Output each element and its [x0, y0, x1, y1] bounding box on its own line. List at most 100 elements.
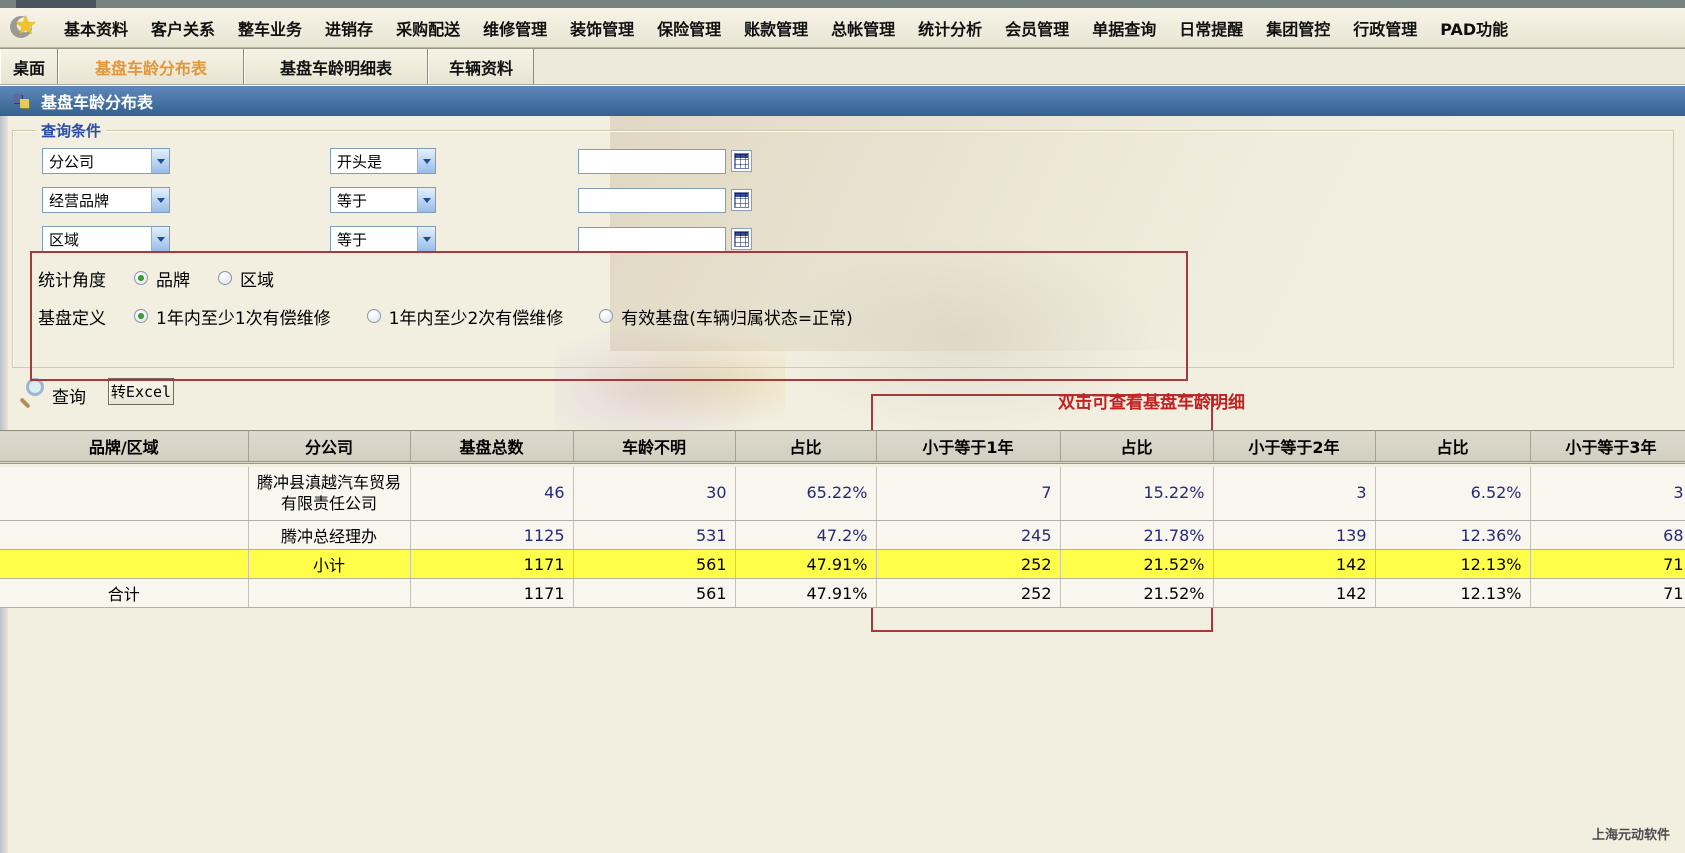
radio-option-valid-base-label: 有效基盘(车辆归属状态=正常): [621, 308, 853, 329]
chevron-down-icon[interactable]: [417, 227, 435, 251]
stat-angle-row: 统计角度 品牌 区域: [38, 266, 274, 291]
menu-items: 基本资料 客户关系 整车业务 进销存 采购配送 维修管理 装饰管理 保险管理 账…: [52, 16, 1508, 40]
operator-select-1[interactable]: 开头是: [330, 148, 436, 174]
base-definition-row: 基盘定义 1年内至少1次有偿维修 1年内至少2次有偿维修 有效基盘(车辆归属状态…: [38, 304, 853, 329]
header-ratio-1: 占比: [735, 430, 877, 464]
menu-item-repair-management[interactable]: 维修管理: [483, 19, 548, 39]
search-icon[interactable]: [16, 376, 46, 409]
base-definition-label: 基盘定义: [38, 308, 106, 329]
radio-checked-icon[interactable]: [134, 271, 148, 285]
export-excel-button[interactable]: 转Excel: [108, 378, 174, 405]
query-conditions-legend: 查询条件: [36, 120, 107, 141]
chevron-down-icon[interactable]: [151, 149, 169, 173]
radio-checked-icon[interactable]: [134, 309, 148, 323]
radio-option-one-paid-repair-label: 1年内至少1次有偿维修: [156, 308, 331, 329]
app-logo: ★: [0, 10, 52, 46]
menu-item-pad-function[interactable]: PAD功能: [1440, 19, 1509, 39]
menu-item-member-management[interactable]: 会员管理: [1005, 19, 1070, 39]
tab-base-age-detail[interactable]: 基盘车龄明细表: [244, 49, 428, 84]
menu-item-accounts-management[interactable]: 账款管理: [744, 19, 809, 39]
star-icon: ★: [14, 10, 38, 41]
menu-item-group-control[interactable]: 集团管控: [1266, 19, 1331, 39]
header-le-1-year: 小于等于1年: [876, 430, 1061, 464]
operator-select-2[interactable]: 等于: [330, 187, 436, 213]
field-select-3[interactable]: 区域: [42, 226, 170, 252]
value-input-3[interactable]: [578, 227, 726, 252]
table-row-gm-office[interactable]: 腾冲总经理办 1125 531 47.2% 245 21.78% 139 12.…: [0, 520, 1685, 550]
menu-item-general-ledger[interactable]: 总帐管理: [831, 19, 896, 39]
menu-item-statistics-analysis[interactable]: 统计分析: [918, 19, 983, 39]
main-menu-bar: ★ 基本资料 客户关系 整车业务 进销存 采购配送 维修管理 装饰管理 保险管理…: [0, 8, 1685, 48]
table-row-subtotal[interactable]: 小计 1171 561 47.91% 252 21.52% 142 12.13%…: [0, 549, 1685, 579]
header-le-2-years: 小于等于2年: [1213, 430, 1376, 464]
calendar-picker-button-1[interactable]: [731, 150, 752, 172]
chevron-down-icon[interactable]: [151, 188, 169, 212]
header-brand-region: 品牌/区域: [0, 430, 249, 464]
radio-option-two-paid-repairs-label: 1年内至少2次有偿维修: [388, 308, 564, 329]
radio-option-one-paid-repair[interactable]: 1年内至少1次有偿维修: [134, 304, 331, 329]
report-icon: [13, 93, 31, 109]
field-select-2-value: 经营品牌: [49, 191, 110, 210]
header-ratio-3: 占比: [1375, 430, 1531, 464]
tab-bar: 桌面 基盘车龄分布表 基盘车龄明细表 车辆资料: [0, 48, 1685, 86]
tab-desktop[interactable]: 桌面: [0, 49, 58, 84]
chevron-down-icon[interactable]: [151, 227, 169, 251]
calendar-picker-button-2[interactable]: [731, 189, 752, 211]
menu-item-purchase-delivery[interactable]: 采购配送: [396, 19, 461, 39]
menu-item-administration[interactable]: 行政管理: [1353, 19, 1418, 39]
query-button[interactable]: 查询: [52, 388, 86, 408]
radio-option-region[interactable]: 区域: [218, 266, 274, 291]
radio-unchecked-icon[interactable]: [366, 309, 381, 323]
table-row-grand-total[interactable]: 合计 1171 561 47.91% 252 21.52% 142 12.13%…: [0, 578, 1685, 608]
operator-select-3[interactable]: 等于: [330, 226, 436, 252]
header-age-unknown: 车龄不明: [573, 430, 736, 464]
operator-select-3-value: 等于: [337, 230, 368, 249]
page-title: 基盘车龄分布表: [41, 93, 154, 112]
chevron-down-icon[interactable]: [417, 149, 435, 173]
tab-base-age-distribution[interactable]: 基盘车龄分布表: [58, 49, 244, 84]
field-select-1[interactable]: 分公司: [42, 148, 170, 174]
operator-select-1-value: 开头是: [337, 152, 383, 171]
calendar-picker-button-3[interactable]: [731, 228, 752, 250]
toolbar: 查询 转Excel: [0, 376, 1685, 410]
header-branch: 分公司: [248, 430, 411, 464]
radio-option-two-paid-repairs[interactable]: 1年内至少2次有偿维修: [366, 304, 564, 329]
menu-item-basic-data[interactable]: 基本资料: [64, 19, 129, 39]
radio-option-region-label: 区域: [240, 270, 274, 291]
menu-item-daily-reminder[interactable]: 日常提醒: [1179, 19, 1244, 39]
page-title-bar: 基盘车龄分布表: [0, 86, 1685, 116]
calendar-icon: [734, 153, 749, 169]
vendor-watermark: 上海元动软件: [1591, 828, 1670, 843]
table-row-dianyue-company[interactable]: 腾冲县滇越汽车贸易有限责任公司 46 30 65.22% 7 15.22% 3 …: [0, 466, 1685, 521]
menu-item-vehicle-business[interactable]: 整车业务: [238, 19, 303, 39]
field-select-3-value: 区域: [49, 230, 80, 249]
header-ratio-2: 占比: [1060, 430, 1214, 464]
radio-option-brand-label: 品牌: [156, 270, 190, 291]
header-base-total: 基盘总数: [410, 430, 574, 464]
field-select-1-value: 分公司: [49, 152, 95, 171]
menu-item-inventory[interactable]: 进销存: [325, 19, 374, 39]
table-spacer-row: [0, 462, 1685, 467]
value-input-1[interactable]: [578, 149, 726, 174]
operator-select-2-value: 等于: [337, 191, 368, 210]
menu-item-insurance-management[interactable]: 保险管理: [657, 19, 722, 39]
radio-unchecked-icon[interactable]: [218, 271, 232, 285]
table-header-row: 品牌/区域 分公司 基盘总数 车龄不明 占比 小于等于1年 占比 小于等于2年 …: [0, 430, 1685, 464]
value-input-2[interactable]: [578, 188, 726, 213]
radio-option-brand[interactable]: 品牌: [134, 266, 190, 291]
crescent-icon: [10, 15, 32, 38]
menu-item-document-query[interactable]: 单据查询: [1092, 19, 1157, 39]
window-top-strip: [0, 0, 1685, 8]
annotation-hint-text: 双击可查看基盘车龄明细: [1058, 393, 1245, 413]
menu-item-customer-relations[interactable]: 客户关系: [151, 19, 216, 39]
header-le-3-years: 小于等于3年: [1530, 430, 1685, 464]
radio-unchecked-icon[interactable]: [599, 309, 614, 323]
chevron-down-icon[interactable]: [417, 188, 435, 212]
field-select-2[interactable]: 经营品牌: [42, 187, 170, 213]
stat-angle-label: 统计角度: [38, 270, 106, 291]
window-top-strip-accent: [16, 0, 96, 8]
menu-item-decoration-management[interactable]: 装饰管理: [570, 19, 635, 39]
radio-option-valid-base[interactable]: 有效基盘(车辆归属状态=正常): [599, 304, 853, 329]
tab-vehicle-data[interactable]: 车辆资料: [428, 49, 534, 84]
calendar-icon: [734, 231, 749, 247]
